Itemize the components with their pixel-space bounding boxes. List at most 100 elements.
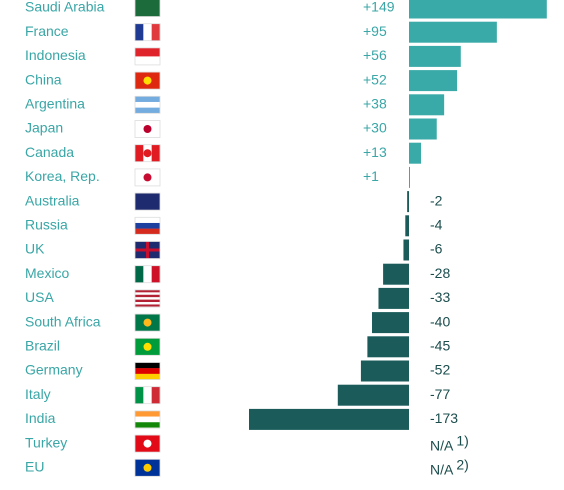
flag-stripe — [151, 23, 161, 41]
value-label: -28 — [430, 265, 450, 281]
bar — [409, 70, 458, 92]
flag — [134, 95, 161, 114]
flag-border — [134, 71, 161, 90]
flag-border — [134, 23, 161, 42]
flag-border — [134, 144, 161, 163]
value-label: -33 — [430, 289, 450, 305]
flag — [134, 289, 161, 308]
flag-border — [134, 95, 161, 114]
flag-stripe — [135, 193, 160, 211]
category-label: UK — [25, 241, 45, 257]
flag — [134, 23, 161, 42]
bar — [409, 45, 461, 67]
flag-stripe — [143, 265, 152, 283]
flag-stripe — [135, 144, 144, 162]
bar — [409, 21, 497, 43]
flag-stripe — [135, 289, 160, 293]
category-label: Korea, Rep. — [25, 168, 100, 184]
flag-stripe — [135, 292, 160, 295]
flag — [134, 410, 161, 429]
value-label: -2 — [430, 192, 443, 208]
bar — [367, 336, 409, 358]
flag-stripe — [135, 217, 160, 224]
flag-border — [134, 241, 161, 259]
flag-stripe — [135, 304, 160, 308]
flag-stripe — [151, 386, 161, 404]
flag-stripe — [135, 248, 160, 252]
flag-border — [134, 192, 161, 211]
flag-stripe — [135, 47, 160, 57]
flag-border — [134, 216, 161, 235]
bar — [409, 0, 547, 19]
flag — [134, 458, 161, 477]
flag-border — [134, 458, 161, 477]
category-label: Germany — [25, 362, 83, 378]
flag-border — [134, 337, 161, 356]
value-label: N/A — [430, 437, 454, 453]
category-label: Saudi Arabia — [25, 0, 105, 15]
bar — [409, 118, 437, 140]
flag — [134, 337, 161, 356]
flag-border — [134, 289, 161, 308]
value-label: +30 — [363, 120, 387, 136]
flag-stripe — [135, 96, 160, 103]
flag-stripe — [143, 23, 152, 41]
value-label: +38 — [363, 96, 387, 112]
flag — [134, 47, 161, 66]
bar — [409, 94, 445, 116]
flag — [134, 216, 161, 235]
flag-stripe — [135, 416, 160, 423]
category-label: France — [25, 23, 69, 39]
flag-emblem — [143, 173, 152, 182]
value-label: -52 — [430, 362, 450, 378]
flag-emblem — [143, 76, 152, 85]
category-label: Turkey — [25, 434, 67, 450]
category-label: India — [25, 410, 56, 426]
category-label: Italy — [25, 386, 51, 402]
category-label: USA — [25, 289, 54, 305]
flag-stripe — [151, 144, 161, 162]
flag-emblem — [143, 342, 152, 351]
category-label: Canada — [25, 144, 74, 160]
flag-border — [134, 120, 161, 138]
flag-stripe — [135, 299, 160, 303]
bar — [337, 384, 409, 406]
bar — [372, 312, 409, 334]
flag-emblem — [143, 439, 152, 448]
flag-border — [134, 168, 161, 187]
flag — [134, 265, 161, 284]
flag — [134, 386, 161, 405]
category-label: Russia — [25, 217, 68, 233]
flag — [134, 362, 161, 380]
category-label: China — [25, 71, 62, 87]
value-label: +52 — [363, 71, 387, 87]
category-label: Indonesia — [25, 47, 86, 63]
flag — [134, 434, 161, 453]
category-label: Argentina — [25, 96, 85, 112]
category-label: Japan — [25, 120, 63, 136]
value-label: N/A — [430, 462, 454, 478]
flag-stripe — [135, 23, 144, 41]
flag-border — [134, 313, 161, 332]
bar — [249, 408, 409, 430]
bar — [409, 166, 410, 188]
category-label: Australia — [25, 192, 80, 208]
flag-stripe — [135, 297, 160, 300]
flag-stripe — [135, 228, 160, 235]
flag-stripe — [135, 368, 160, 375]
flag-border — [134, 434, 161, 453]
footnote-marker: 1) — [456, 432, 468, 448]
flag-stripe — [135, 222, 160, 229]
value-label: -40 — [430, 313, 450, 329]
flag-emblem — [143, 463, 152, 472]
flag — [134, 0, 161, 17]
flag-stripe — [135, 362, 160, 369]
flag-stripe — [135, 101, 160, 108]
footnote-marker: 2) — [456, 457, 468, 473]
bar — [378, 287, 409, 309]
flag — [134, 313, 161, 332]
value-label: -4 — [430, 217, 443, 233]
flag — [134, 144, 161, 163]
bar — [409, 142, 422, 164]
